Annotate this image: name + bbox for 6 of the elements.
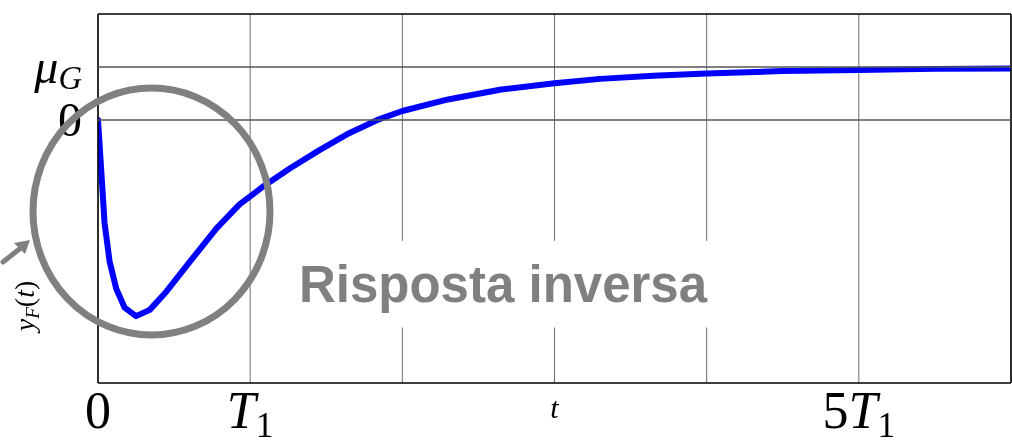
x-tick-label: 0 <box>85 382 111 439</box>
ref-line-label: μ$_{G}$ <box>33 40 82 97</box>
x-tick-label: 5T$_{1}$ <box>822 382 896 445</box>
x-tick-label: T$_{1}$ <box>226 382 274 445</box>
x-axis-title: t <box>550 391 560 424</box>
annotation: Risposta inversa <box>298 256 708 313</box>
